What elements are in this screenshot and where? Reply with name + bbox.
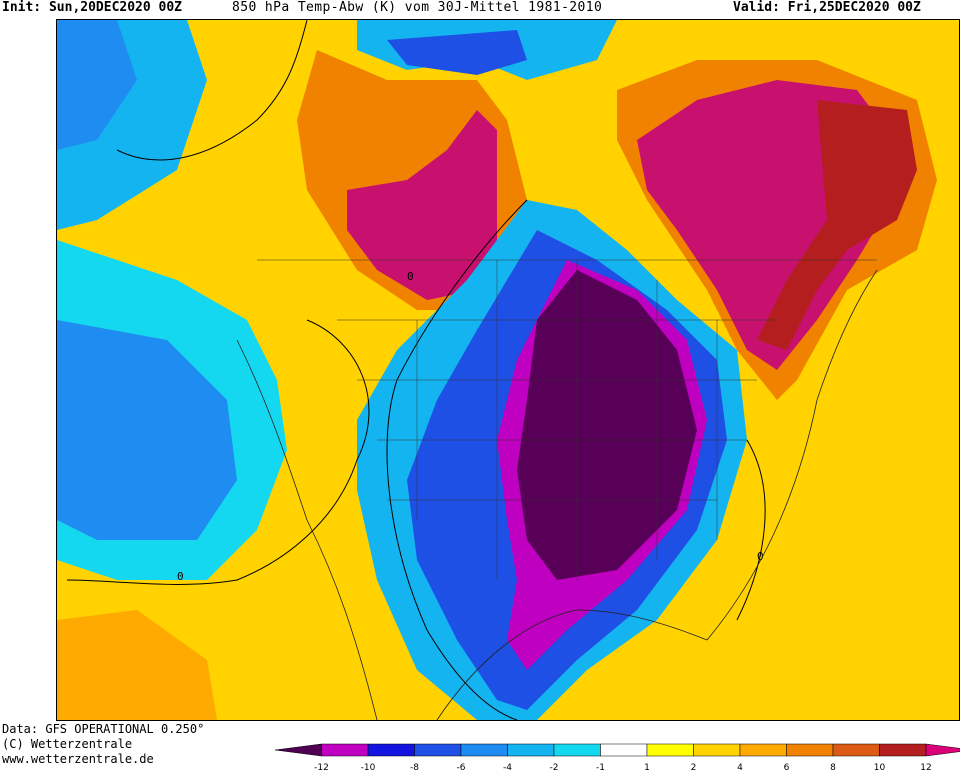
legend-swatch — [832, 743, 880, 757]
legend-swatch — [367, 743, 415, 757]
legend-tick-label: 10 — [874, 763, 886, 773]
legend-tick-label: -10 — [361, 763, 376, 773]
legend-tick-label: -2 — [550, 763, 559, 773]
legend-swatch — [274, 743, 322, 757]
copyright: (C) Wetterzentrale — [2, 737, 133, 751]
legend-swatch — [321, 743, 369, 757]
contour-label: 0 — [407, 270, 414, 283]
contour-label: 0 — [757, 550, 764, 563]
legend-tick-label: -4 — [503, 763, 512, 773]
legend-swatch — [693, 743, 741, 757]
extreme-cold-core — [517, 270, 697, 580]
legend-tick-label: -8 — [410, 763, 419, 773]
legend-swatches — [274, 743, 960, 757]
legend-tick-label: 4 — [737, 763, 743, 773]
legend-tick-label: 8 — [830, 763, 836, 773]
legend-tick-label: 2 — [691, 763, 697, 773]
legend-swatch — [460, 743, 508, 757]
legend-swatch — [739, 743, 787, 757]
map-header: Init: Sun,20DEC2020 00Z 850 hPa Temp-Abw… — [0, 0, 970, 18]
legend-tick-label: -1 — [596, 763, 605, 773]
legend-swatch — [925, 743, 960, 757]
legend-tick-label: 1 — [644, 763, 650, 773]
legend-swatch — [786, 743, 834, 757]
legend-tick-label: 6 — [784, 763, 790, 773]
legend-swatch — [507, 743, 555, 757]
color-legend: -12 -10 -8 -6 -4 -2 -1 1 2 4 6 8 10 12 — [274, 743, 960, 773]
legend-swatch — [414, 743, 462, 757]
legend-tick-label: -6 — [457, 763, 466, 773]
legend-tick-label: 12 — [920, 763, 931, 773]
political-borders — [257, 259, 877, 580]
legend-swatch — [600, 743, 648, 757]
valid-time: Valid: Fri,25DEC2020 00Z — [733, 0, 921, 15]
map-title: 850 hPa Temp-Abw (K) vom 30J-Mittel 1981… — [232, 0, 603, 15]
temperature-anomaly-map: 0 0 0 — [56, 19, 960, 721]
legend-swatch — [879, 743, 927, 757]
init-time: Init: Sun,20DEC2020 00Z — [2, 0, 183, 15]
data-source: Data: GFS OPERATIONAL 0.250° — [2, 722, 205, 736]
legend-ticks: -12 -10 -8 -6 -4 -2 -1 1 2 4 6 8 10 12 — [314, 763, 932, 773]
legend-swatch — [553, 743, 601, 757]
legend-tick-label: -12 — [314, 763, 329, 773]
legend-swatch — [646, 743, 694, 757]
map-canvas: 0 0 0 — [57, 20, 959, 720]
contour-label: 0 — [177, 570, 184, 583]
website-url[interactable]: www.wetterzentrale.de — [2, 752, 154, 766]
